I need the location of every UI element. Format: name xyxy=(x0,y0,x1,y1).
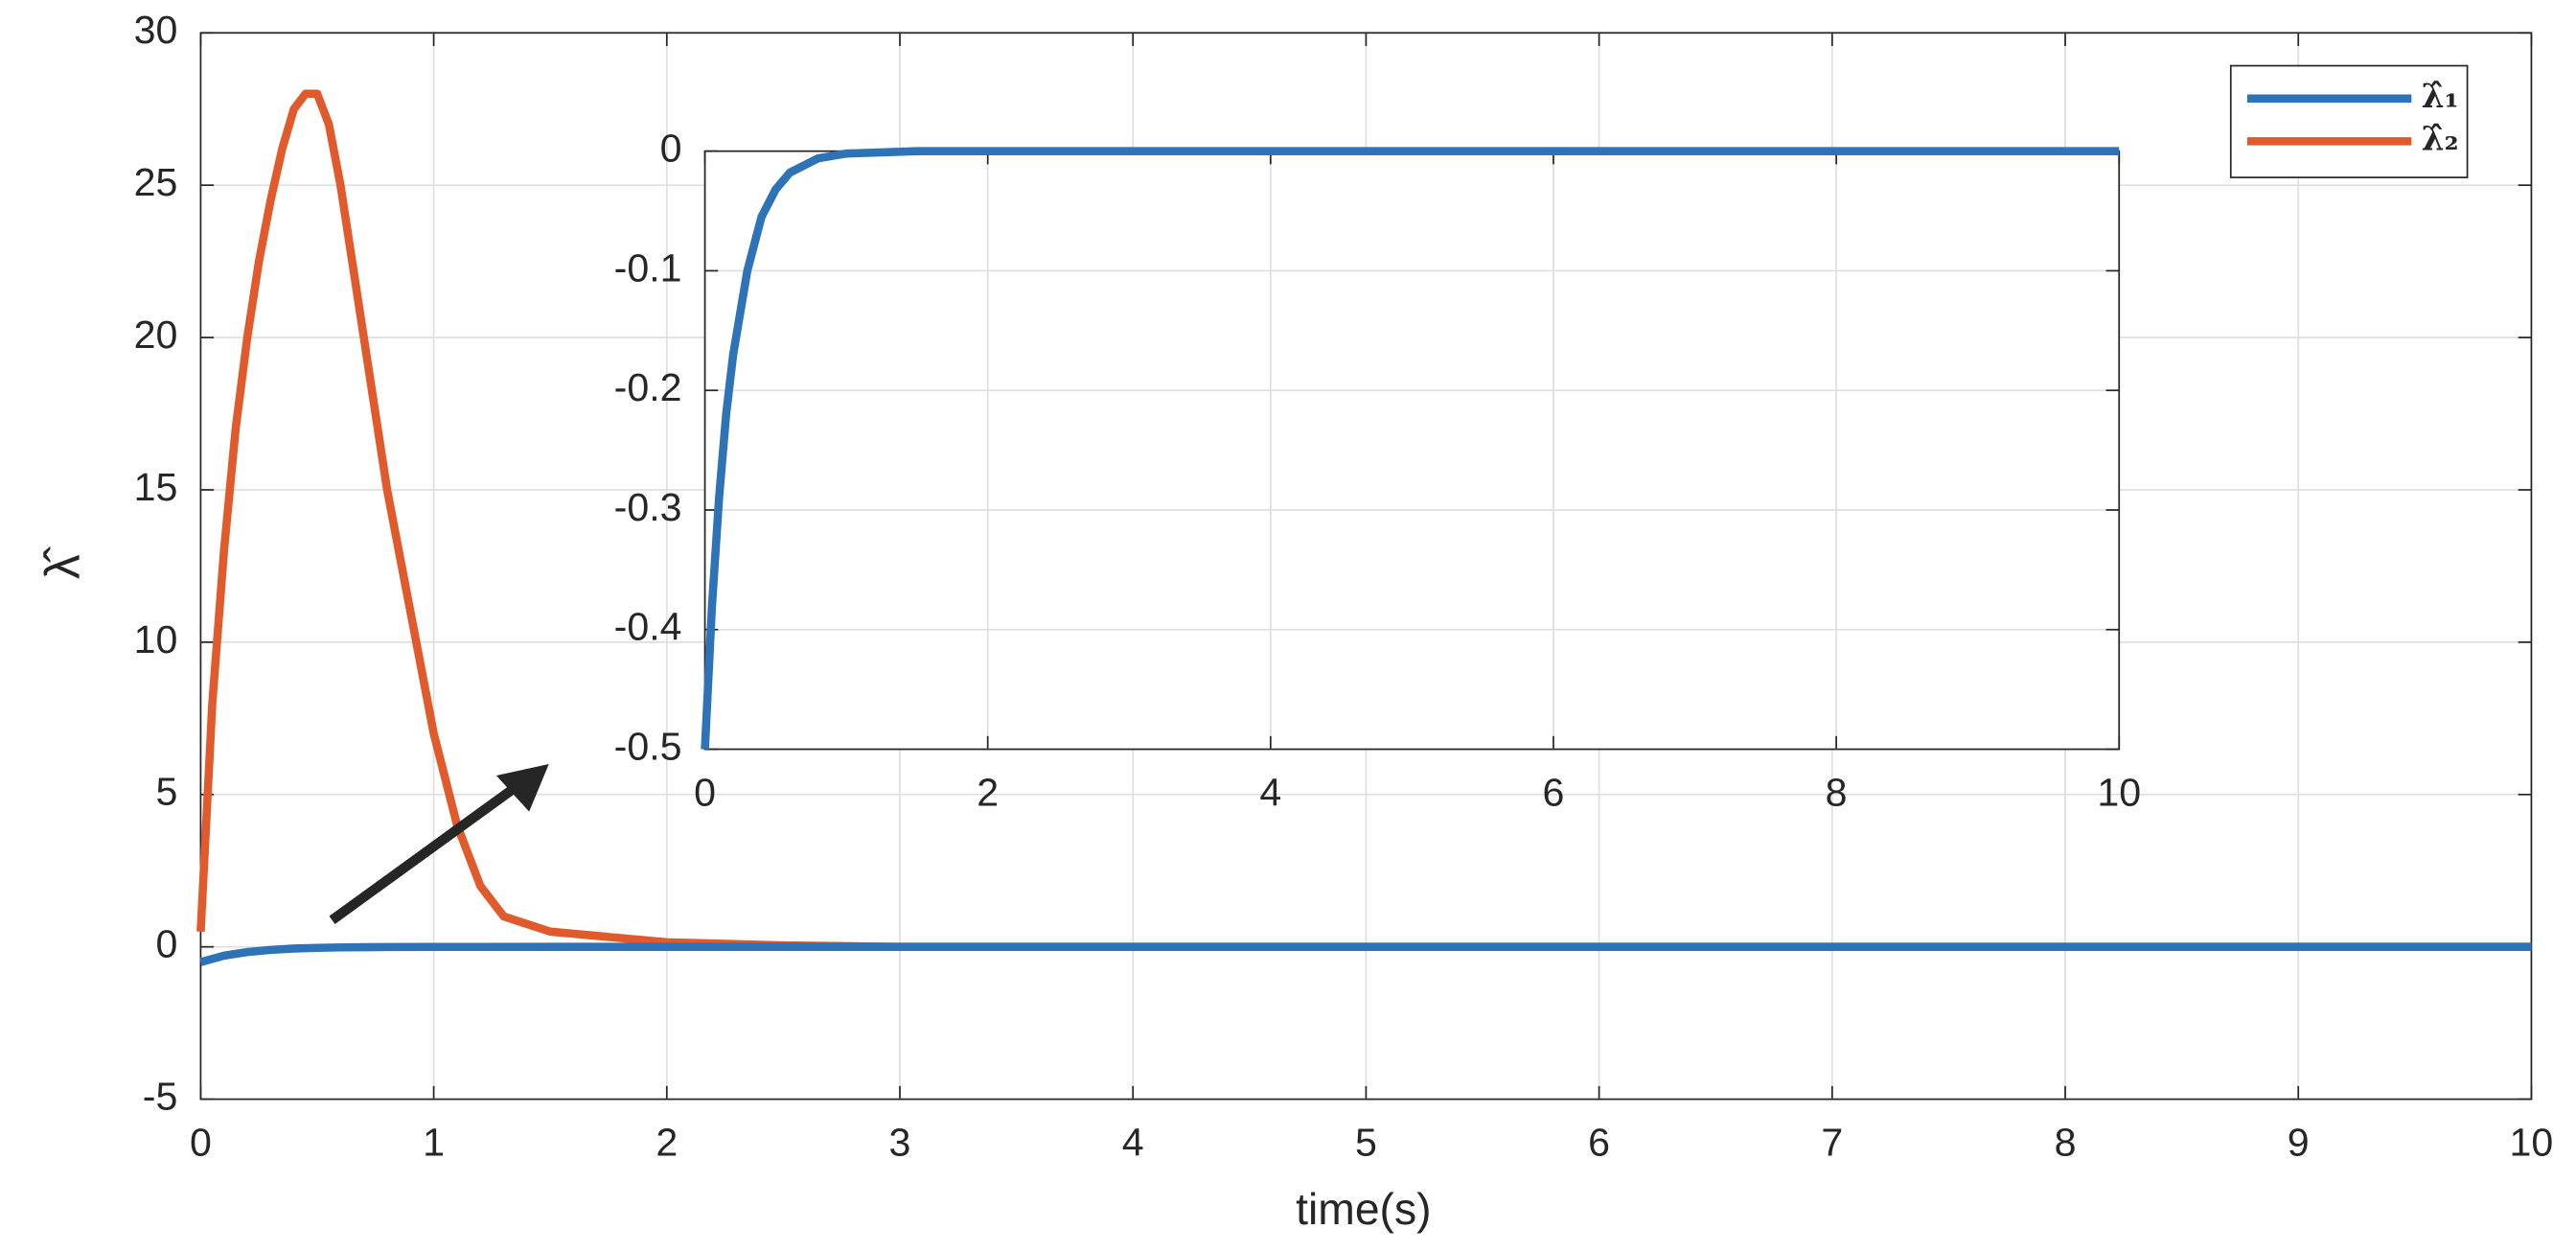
y-tick-label: 0 xyxy=(156,922,178,966)
x-tick-label: 3 xyxy=(889,1120,911,1164)
plot-frame xyxy=(199,32,2533,1101)
x-tick-label: 8 xyxy=(1826,770,1848,814)
y-tick-label: -0.1 xyxy=(614,245,682,290)
y-tick-label: 15 xyxy=(134,465,178,509)
arrow-shaft xyxy=(329,777,526,924)
y-tick-label: 0 xyxy=(660,127,682,171)
x-tick-label: 10 xyxy=(2510,1120,2554,1164)
inset-chart: 0 2 4 6 8 10 -0.5 -0.4 -0.3 -0.2 -0.1 0 xyxy=(614,127,2141,815)
series-line xyxy=(701,147,2120,750)
x-tick-label: 4 xyxy=(1259,770,1281,814)
series-line xyxy=(199,942,2532,966)
x-tick-label: 0 xyxy=(190,1120,212,1164)
x-tick-label: 9 xyxy=(2288,1120,2310,1164)
y-tick-label: 30 xyxy=(134,8,178,52)
series-line xyxy=(196,89,2532,951)
x-tick-label: 8 xyxy=(2055,1120,2077,1164)
y-tick-label: -5 xyxy=(143,1074,178,1118)
x-tick-label: 4 xyxy=(1122,1120,1144,1164)
arrow-head xyxy=(495,763,549,812)
x-tick-label: 0 xyxy=(694,770,716,814)
y-tick-label: -0.3 xyxy=(614,485,682,529)
legend-label: λ̂₁ xyxy=(2422,78,2459,116)
y-tick-label: 20 xyxy=(134,313,178,357)
legend: λ̂₁ λ̂₂ xyxy=(2229,64,2469,178)
y-tick-label: 10 xyxy=(134,617,178,661)
x-axis-label: time(s) xyxy=(1296,1184,1431,1234)
legend-label: λ̂₂ xyxy=(2422,120,2459,158)
x-tick-label: 6 xyxy=(1588,1120,1610,1164)
y-tick-label: 5 xyxy=(156,770,178,814)
y-tick-label: -0.5 xyxy=(614,724,682,768)
x-tick-label: 7 xyxy=(1821,1120,1843,1164)
arrow xyxy=(329,763,549,924)
plot-area xyxy=(704,151,2120,750)
x-tick-label: 2 xyxy=(977,770,999,814)
legend-box xyxy=(2229,64,2469,178)
y-axis-label: λ̂ xyxy=(34,545,89,579)
y-tick-label: -0.4 xyxy=(614,605,682,649)
x-tick-label: 1 xyxy=(423,1120,445,1164)
x-tick-label: 2 xyxy=(656,1120,678,1164)
x-tick-label: 5 xyxy=(1355,1120,1377,1164)
y-tick-label: 25 xyxy=(134,160,178,204)
x-tick-label: 10 xyxy=(2097,770,2141,814)
x-tick-label: 6 xyxy=(1543,770,1565,814)
y-tick-label: -0.2 xyxy=(614,365,682,409)
